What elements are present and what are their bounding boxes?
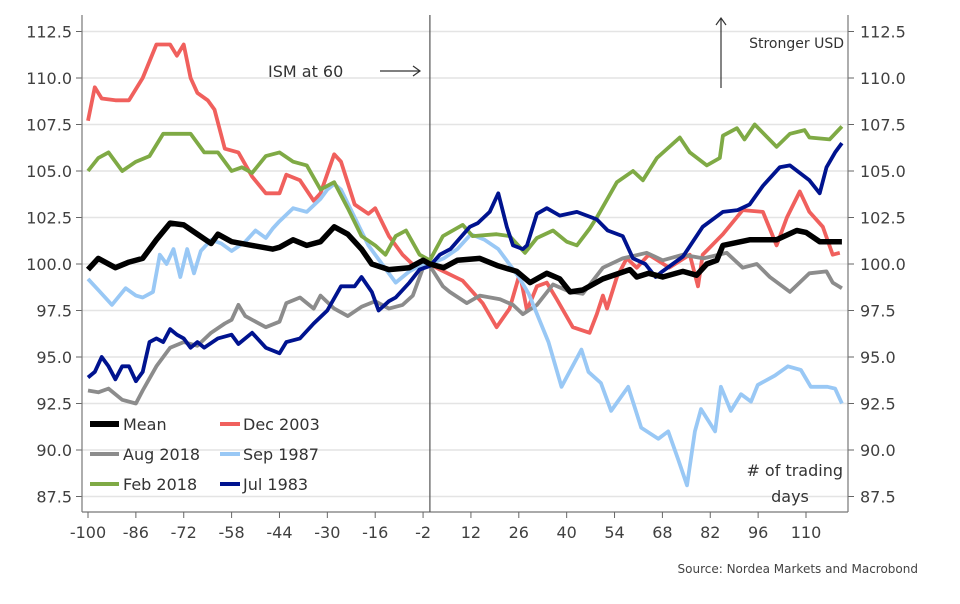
x-tick-label: -30 bbox=[314, 523, 340, 542]
series-line-sep-1987 bbox=[86, 182, 844, 488]
x-tick-label: -86 bbox=[123, 523, 149, 542]
legend-label: Aug 2018 bbox=[123, 445, 200, 464]
y-tick-label-left: 105.0 bbox=[26, 162, 72, 181]
series-line-aug-2018 bbox=[87, 250, 843, 406]
y-tick-label-right: 90.0 bbox=[860, 441, 896, 460]
y-tick-label-left: 90.0 bbox=[36, 441, 72, 460]
axes: 87.5 87.5 90.0 90.0 92.5 92.5 95.0 95.0 97.5 97.5… bbox=[26, 15, 906, 542]
y-tick-label-left: 92.5 bbox=[36, 395, 72, 414]
source-note: Source: Nordea Markets and Macrobond bbox=[678, 562, 919, 576]
y-tick-label-right: 110.0 bbox=[860, 69, 906, 88]
right-arrow-icon bbox=[380, 65, 422, 77]
legend: Mean Dec 2003 Aug 2018 Sep 1987 Feb 2018 Jul … bbox=[90, 415, 320, 494]
x-tick-label: 12 bbox=[461, 523, 481, 542]
series-lines bbox=[85, 42, 844, 488]
x-tick-label: -72 bbox=[171, 523, 197, 542]
legend-label: Mean bbox=[123, 415, 167, 434]
series-line-feb-2018 bbox=[86, 122, 844, 263]
x-tick-label: 54 bbox=[604, 523, 624, 542]
y-tick-label-left: 97.5 bbox=[36, 302, 72, 321]
x-axis-label-line2: days bbox=[771, 487, 809, 506]
x-tick-label: -2 bbox=[415, 523, 431, 542]
y-tick-label-left: 102.5 bbox=[26, 209, 72, 228]
x-tick-label: 82 bbox=[700, 523, 720, 542]
series-line-dec-2003 bbox=[86, 42, 841, 335]
y-tick-label-right: 105.0 bbox=[860, 162, 906, 181]
y-tick-label-left: 112.5 bbox=[26, 23, 72, 42]
legend-label: Jul 1983 bbox=[242, 475, 308, 494]
up-arrow-icon bbox=[715, 16, 727, 88]
y-tick-label-right: 107.5 bbox=[860, 116, 906, 135]
x-axis-label-line1: # of trading bbox=[746, 461, 843, 480]
x-tick-label: -100 bbox=[70, 523, 106, 542]
x-tick-label: 26 bbox=[509, 523, 529, 542]
y-tick-label-left: 100.0 bbox=[26, 255, 72, 274]
y-tick-label-left: 87.5 bbox=[36, 488, 72, 507]
legend-label: Dec 2003 bbox=[243, 415, 320, 434]
x-tick-label: -58 bbox=[219, 523, 245, 542]
annotation-ism: ISM at 60 bbox=[268, 62, 343, 81]
gridlines bbox=[82, 30, 848, 498]
x-tick-label: -44 bbox=[266, 523, 292, 542]
legend-label: Sep 1987 bbox=[243, 445, 319, 464]
y-tick-label-right: 97.5 bbox=[860, 302, 896, 321]
y-tick-label-right: 112.5 bbox=[860, 23, 906, 42]
y-tick-label-left: 107.5 bbox=[26, 116, 72, 135]
x-tick-label: 110 bbox=[791, 523, 822, 542]
x-tick-label: 68 bbox=[652, 523, 672, 542]
y-tick-label-left: 110.0 bbox=[26, 69, 72, 88]
x-tick-label: -16 bbox=[362, 523, 388, 542]
legend-label: Feb 2018 bbox=[123, 475, 197, 494]
series-line-jul-1983 bbox=[86, 141, 844, 384]
y-tick-label-right: 87.5 bbox=[860, 488, 896, 507]
y-tick-label-left: 95.0 bbox=[36, 348, 72, 367]
x-tick-label: 96 bbox=[748, 523, 768, 542]
y-tick-label-right: 100.0 bbox=[860, 255, 906, 274]
y-tick-label-right: 95.0 bbox=[860, 348, 896, 367]
annotations: ISM at 60 Stronger USD # of trading days… bbox=[268, 16, 919, 576]
x-tick-label: 40 bbox=[556, 523, 576, 542]
y-tick-label-right: 102.5 bbox=[860, 209, 906, 228]
annotation-stronger-usd: Stronger USD bbox=[749, 36, 844, 52]
y-tick-label-right: 92.5 bbox=[860, 395, 896, 414]
series-line-mean bbox=[85, 220, 842, 295]
